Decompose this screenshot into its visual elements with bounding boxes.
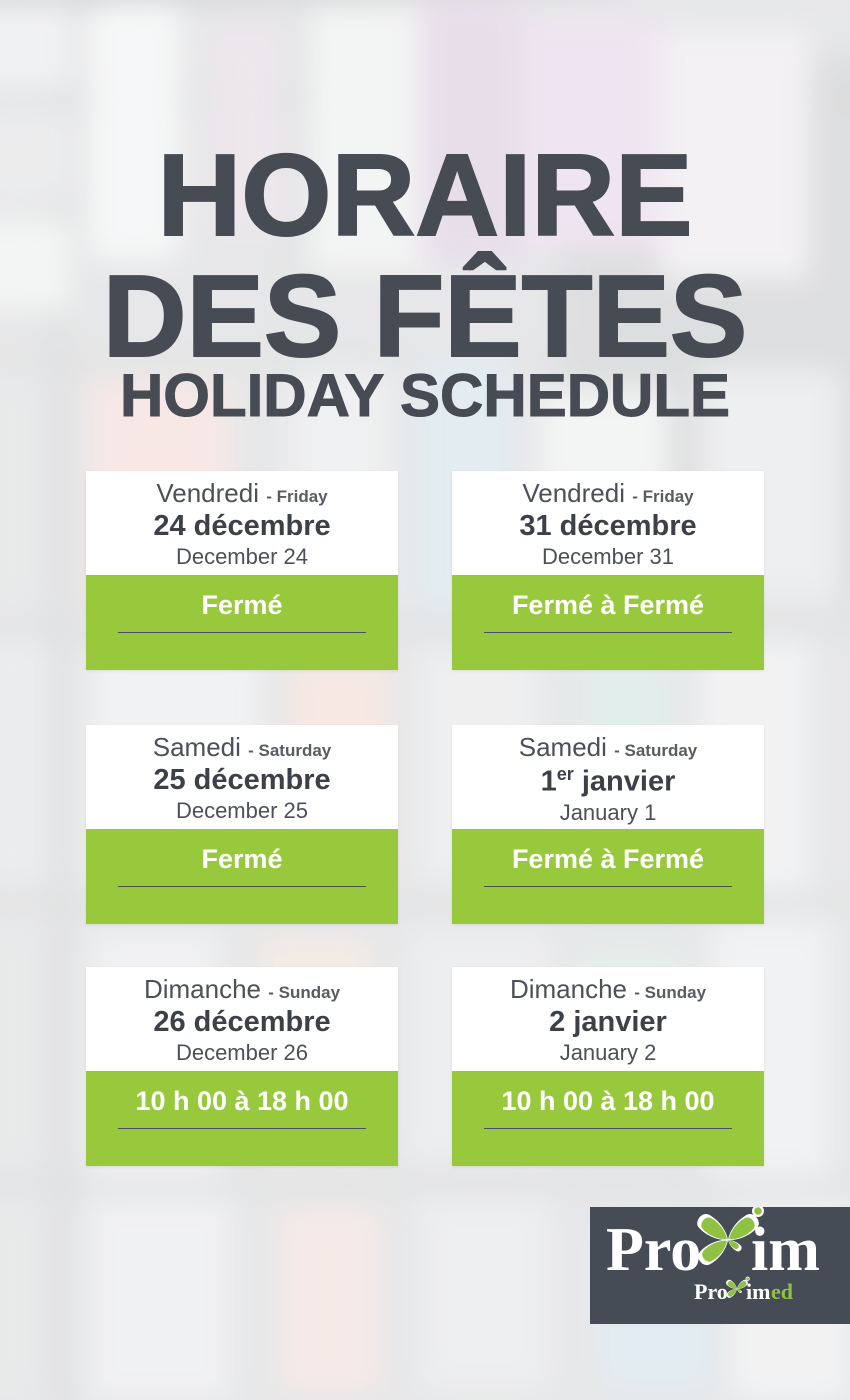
- svg-text:im: im: [746, 1279, 770, 1304]
- svg-text:ed: ed: [771, 1279, 793, 1304]
- svg-text:Pro: Pro: [606, 1216, 701, 1284]
- svg-text:Pro: Pro: [694, 1279, 728, 1304]
- svg-text:im: im: [751, 1216, 820, 1284]
